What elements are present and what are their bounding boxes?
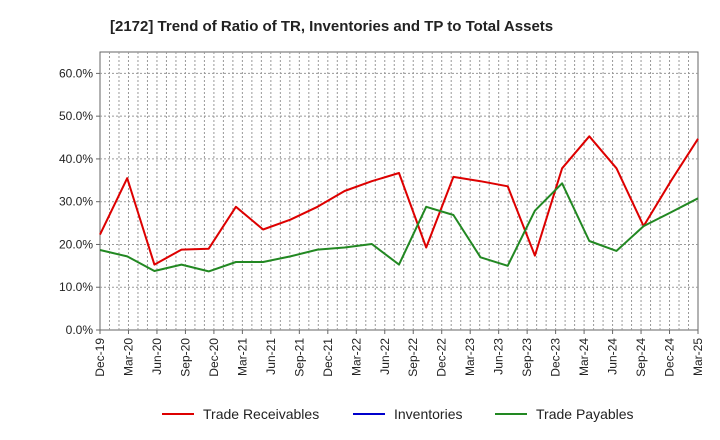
x-axis-ticks: Dec-19 Mar-20 Jun-20 Sep-20 Dec-20 Mar-21 Jun-… xyxy=(93,330,705,377)
x-tick-label: Dec-23 xyxy=(549,338,563,377)
x-tick-label: Mar-21 xyxy=(235,338,249,376)
y-tick-label: 30.0% xyxy=(59,195,93,209)
x-tick-label: Sep-24 xyxy=(634,338,648,377)
x-tick-label: Jun-24 xyxy=(606,338,620,375)
series-lines xyxy=(99,135,699,273)
y-tick-label: 50.0% xyxy=(59,109,93,123)
legend: Trade Receivables Inventories Trade Payabl… xyxy=(162,406,634,422)
legend-label: Inventories xyxy=(394,406,462,422)
x-tick-label: Mar-23 xyxy=(463,338,477,376)
x-tick-label: Dec-20 xyxy=(207,338,221,377)
x-tick-label: Mar-25 xyxy=(691,338,705,376)
legend-label: Trade Payables xyxy=(536,406,634,422)
x-tick-label: Jun-23 xyxy=(492,338,506,375)
x-tick-label: Sep-20 xyxy=(178,338,192,377)
x-tick-label: Mar-24 xyxy=(577,338,591,376)
y-axis-ticks: 0.0% 10.0% 20.0% 30.0% 40.0% 50.0% 60.0% xyxy=(59,66,100,337)
chart-title: [2172] Trend of Ratio of TR, Inventories… xyxy=(110,18,553,35)
x-tick-label: Sep-21 xyxy=(292,338,306,377)
x-tick-label: Sep-23 xyxy=(520,338,534,377)
x-tick-label: Dec-22 xyxy=(435,338,449,377)
series-line-trade-payables xyxy=(99,182,699,273)
x-tick-label: Dec-24 xyxy=(663,338,677,377)
x-tick-label: Jun-20 xyxy=(150,338,164,375)
series-line-trade-receivables xyxy=(99,135,699,266)
y-tick-label: 40.0% xyxy=(59,152,93,166)
x-tick-label: Mar-20 xyxy=(121,338,135,376)
y-tick-label: 60.0% xyxy=(59,66,93,80)
plot-frame xyxy=(99,51,699,331)
y-tick-label: 10.0% xyxy=(59,280,93,294)
y-tick-label: 20.0% xyxy=(59,237,93,251)
x-tick-label: Dec-21 xyxy=(321,338,335,377)
legend-label: Trade Receivables xyxy=(203,406,319,422)
x-tick-label: Jun-22 xyxy=(378,338,392,375)
x-tick-label: Mar-22 xyxy=(349,338,363,376)
y-tick-label: 0.0% xyxy=(66,323,94,337)
x-tick-label: Jun-21 xyxy=(264,338,278,375)
x-tick-label: Sep-22 xyxy=(406,338,420,377)
x-tick-label: Dec-19 xyxy=(93,338,107,377)
